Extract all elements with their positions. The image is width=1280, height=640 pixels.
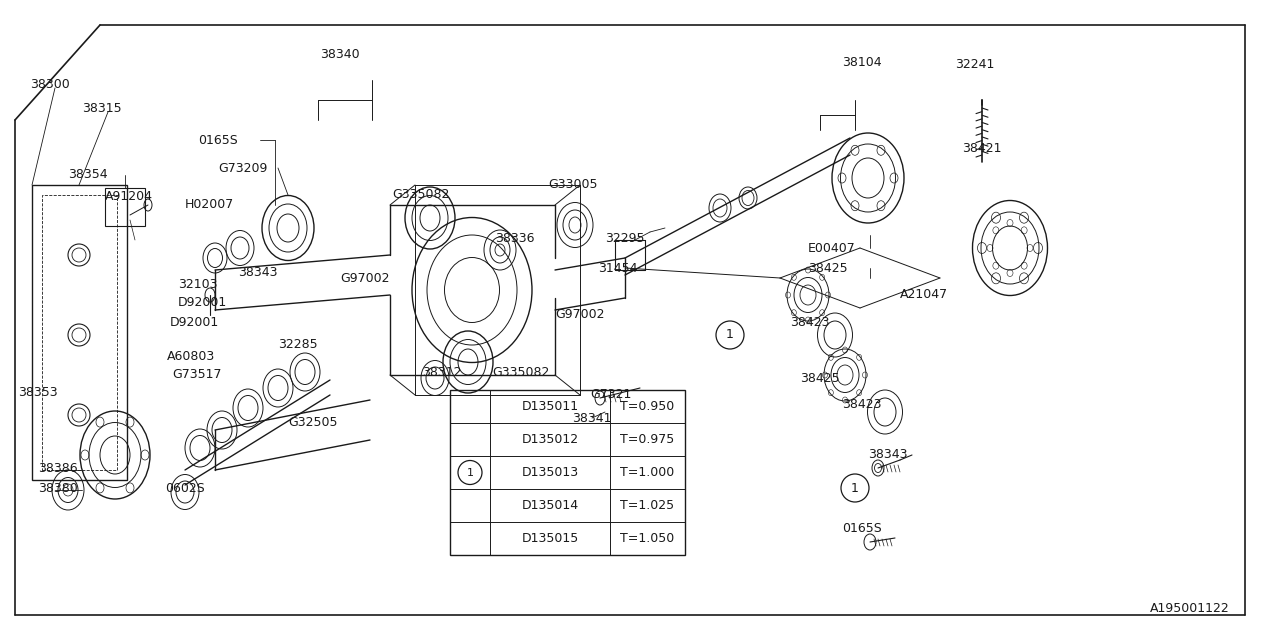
Text: 38354: 38354 bbox=[68, 168, 108, 182]
Text: A91204: A91204 bbox=[105, 191, 154, 204]
Text: G335082: G335082 bbox=[392, 189, 449, 202]
Text: T=1.025: T=1.025 bbox=[621, 499, 675, 512]
Text: 38343: 38343 bbox=[868, 449, 908, 461]
Text: 38300: 38300 bbox=[29, 79, 69, 92]
Text: 0602S: 0602S bbox=[165, 481, 205, 495]
Text: 38380: 38380 bbox=[38, 481, 78, 495]
Bar bbox=[451, 390, 685, 555]
Text: A60803: A60803 bbox=[166, 349, 215, 362]
Bar bbox=[42, 195, 116, 470]
Text: 1: 1 bbox=[851, 481, 859, 495]
Text: D135011: D135011 bbox=[521, 400, 579, 413]
Text: D92001: D92001 bbox=[178, 296, 228, 308]
Text: 1: 1 bbox=[726, 328, 733, 342]
Text: T=1.050: T=1.050 bbox=[621, 532, 675, 545]
Text: 1: 1 bbox=[466, 467, 474, 477]
Text: E00407: E00407 bbox=[808, 241, 856, 255]
Text: T=0.950: T=0.950 bbox=[621, 400, 675, 413]
Text: 38425: 38425 bbox=[800, 371, 840, 385]
Text: 38423: 38423 bbox=[790, 316, 829, 328]
Text: 32241: 32241 bbox=[955, 58, 995, 72]
Text: 31454: 31454 bbox=[598, 262, 637, 275]
Text: 0165S: 0165S bbox=[842, 522, 882, 534]
Text: 38421: 38421 bbox=[963, 141, 1001, 154]
Text: 38341: 38341 bbox=[572, 412, 612, 424]
Text: D135013: D135013 bbox=[521, 466, 579, 479]
Text: T=0.975: T=0.975 bbox=[621, 433, 675, 446]
Text: G335082: G335082 bbox=[492, 365, 549, 378]
Text: 38353: 38353 bbox=[18, 385, 58, 399]
Text: G73517: G73517 bbox=[172, 367, 221, 381]
Text: D135014: D135014 bbox=[521, 499, 579, 512]
Text: 32285: 32285 bbox=[278, 339, 317, 351]
Text: G73209: G73209 bbox=[218, 161, 268, 175]
Text: G7321: G7321 bbox=[590, 388, 631, 401]
Text: D135015: D135015 bbox=[521, 532, 579, 545]
Text: G32505: G32505 bbox=[288, 415, 338, 429]
Text: D92001: D92001 bbox=[170, 316, 219, 328]
Text: 38423: 38423 bbox=[842, 399, 882, 412]
Text: A21047: A21047 bbox=[900, 289, 948, 301]
Text: G97002: G97002 bbox=[556, 308, 604, 321]
Text: H02007: H02007 bbox=[186, 198, 234, 211]
Text: 38336: 38336 bbox=[495, 232, 535, 244]
Text: D135012: D135012 bbox=[521, 433, 579, 446]
Text: 38343: 38343 bbox=[238, 266, 278, 278]
Text: G33005: G33005 bbox=[548, 179, 598, 191]
Text: 38425: 38425 bbox=[808, 262, 847, 275]
Text: 38386: 38386 bbox=[38, 461, 78, 474]
Bar bbox=[32, 185, 127, 480]
Text: A195001122: A195001122 bbox=[1151, 602, 1230, 615]
Text: 38104: 38104 bbox=[842, 56, 882, 68]
Text: 32295: 32295 bbox=[605, 232, 645, 244]
Text: T=1.000: T=1.000 bbox=[621, 466, 675, 479]
Text: G97002: G97002 bbox=[340, 271, 389, 285]
Text: 38312: 38312 bbox=[422, 365, 462, 378]
Bar bbox=[105, 188, 145, 226]
Text: 38340: 38340 bbox=[320, 49, 360, 61]
Text: 32103: 32103 bbox=[178, 278, 218, 291]
Text: 0165S: 0165S bbox=[198, 134, 238, 147]
Text: 38315: 38315 bbox=[82, 102, 122, 115]
